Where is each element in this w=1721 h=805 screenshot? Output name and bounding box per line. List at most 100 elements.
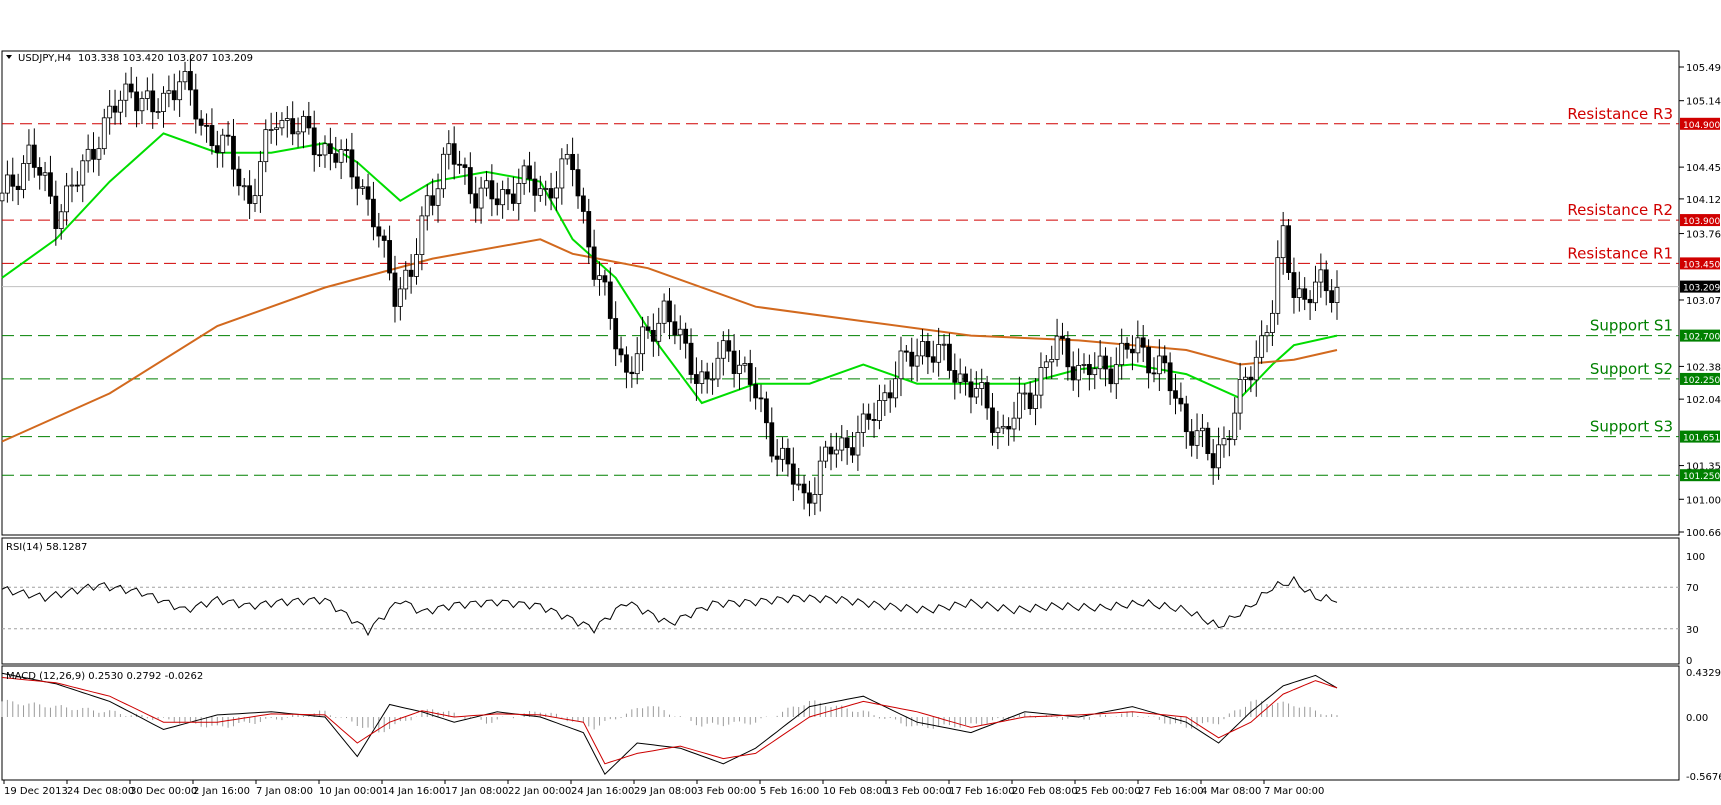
rsi-title: RSI(14) 58.1287 xyxy=(6,542,87,553)
candle-body xyxy=(597,275,602,280)
candle-body xyxy=(877,400,882,421)
candle-body xyxy=(688,342,694,375)
candle-body xyxy=(1060,335,1065,339)
candle-body xyxy=(182,71,188,83)
candle-body xyxy=(344,149,349,151)
candle-body xyxy=(995,427,1001,433)
level-tag xyxy=(1680,372,1720,385)
candle-body xyxy=(1232,412,1238,440)
candle-body xyxy=(677,328,683,336)
candle-body xyxy=(1162,355,1168,364)
candle-body xyxy=(397,288,403,307)
candle-body xyxy=(1070,366,1076,381)
time-axis-label: 17 Feb 16:00 xyxy=(949,786,1015,797)
ma-slow-line xyxy=(1,238,1338,443)
candle-body xyxy=(1275,257,1281,314)
candle-body xyxy=(898,350,904,380)
price-axis-label: 102.380 xyxy=(1686,362,1721,373)
candle-body xyxy=(209,125,215,147)
candle-body xyxy=(1259,335,1265,358)
panel-menu-icon[interactable] xyxy=(6,55,12,59)
time-axis-label: 13 Feb 00:00 xyxy=(886,786,952,797)
candle-body xyxy=(101,117,107,150)
candle-body xyxy=(1189,431,1195,446)
price-axis-label: 101.000 xyxy=(1686,495,1721,506)
candle-body xyxy=(672,321,678,336)
candle-body xyxy=(1086,364,1092,376)
time-axis-label: 25 Feb 00:00 xyxy=(1075,786,1141,797)
time-axis-label: 2 Jan 16:00 xyxy=(193,786,250,797)
candle-body xyxy=(1200,427,1205,432)
candle-body xyxy=(769,422,775,457)
candle-body xyxy=(1216,444,1221,469)
candle-body xyxy=(839,437,845,451)
candle-body xyxy=(699,371,705,384)
rsi-axis-label: 30 xyxy=(1686,625,1699,636)
time-axis-label: 19 Dec 2013 xyxy=(4,786,68,797)
level-tag xyxy=(1680,214,1720,227)
candle-body xyxy=(1081,364,1087,366)
candle-body xyxy=(1108,368,1114,385)
candle-body xyxy=(645,326,651,331)
candle-body xyxy=(1183,403,1189,433)
candle-body xyxy=(613,318,619,350)
candle-body xyxy=(624,354,629,373)
candle-body xyxy=(1097,355,1103,370)
candle-body xyxy=(214,145,220,153)
macd-axis-label: 0.4329 xyxy=(1686,668,1721,679)
candle-body xyxy=(58,211,64,229)
candle-body xyxy=(1022,392,1028,395)
candle-body xyxy=(807,492,812,504)
candle-body xyxy=(80,160,86,186)
candle-body xyxy=(139,98,145,112)
candle-body xyxy=(591,246,597,280)
candle-body xyxy=(656,322,662,342)
candle-body xyxy=(188,71,193,91)
candle-body xyxy=(510,193,516,204)
candle-body xyxy=(1016,392,1022,419)
candle-body xyxy=(1173,390,1178,399)
candle-body xyxy=(828,446,834,455)
candle-body xyxy=(984,382,990,409)
candle-body xyxy=(263,129,269,163)
candle-body xyxy=(570,153,576,171)
symbol-title: USDJPY,H4 xyxy=(18,53,71,64)
candle-body xyxy=(118,99,123,113)
candle-body xyxy=(1226,438,1232,441)
time-axis-label: 10 Jan 00:00 xyxy=(319,786,382,797)
price-axis-label: 105.140 xyxy=(1686,97,1721,108)
candle-body xyxy=(634,353,640,375)
candle-body xyxy=(64,185,69,213)
candle-body xyxy=(327,143,333,154)
rsi-layer: 100 70 30 0 xyxy=(1,552,1705,667)
level-labels: Resistance R3 Resistance R2 Resistance R1 S… xyxy=(1567,105,1673,436)
candle-body xyxy=(1135,337,1141,354)
candle-body xyxy=(936,344,942,363)
candle-body xyxy=(112,105,118,113)
candle-body xyxy=(322,143,328,156)
candle-body xyxy=(537,188,543,196)
candle-body xyxy=(920,341,925,357)
candle-body xyxy=(640,326,645,355)
level-tag-label: 101.250 xyxy=(1683,472,1720,482)
candle-body xyxy=(952,370,958,383)
candle-body xyxy=(844,437,850,449)
candle-body xyxy=(1006,425,1012,430)
candle-body xyxy=(177,81,183,101)
candle-body xyxy=(96,148,102,160)
candle-body xyxy=(0,192,5,202)
macd-axis-label: -0.5676 xyxy=(1686,772,1721,783)
time-axis-label: 30 Dec 00:00 xyxy=(130,786,197,797)
candle-body xyxy=(903,350,909,353)
candle-body xyxy=(1318,269,1324,283)
candle-body xyxy=(1156,355,1162,375)
candle-body xyxy=(220,134,226,153)
candle-body xyxy=(284,118,290,121)
level-tag xyxy=(1680,257,1720,270)
candle-body xyxy=(274,127,279,130)
candle-body xyxy=(155,111,161,114)
time-axis-label: 24 Dec 08:00 xyxy=(67,786,134,797)
